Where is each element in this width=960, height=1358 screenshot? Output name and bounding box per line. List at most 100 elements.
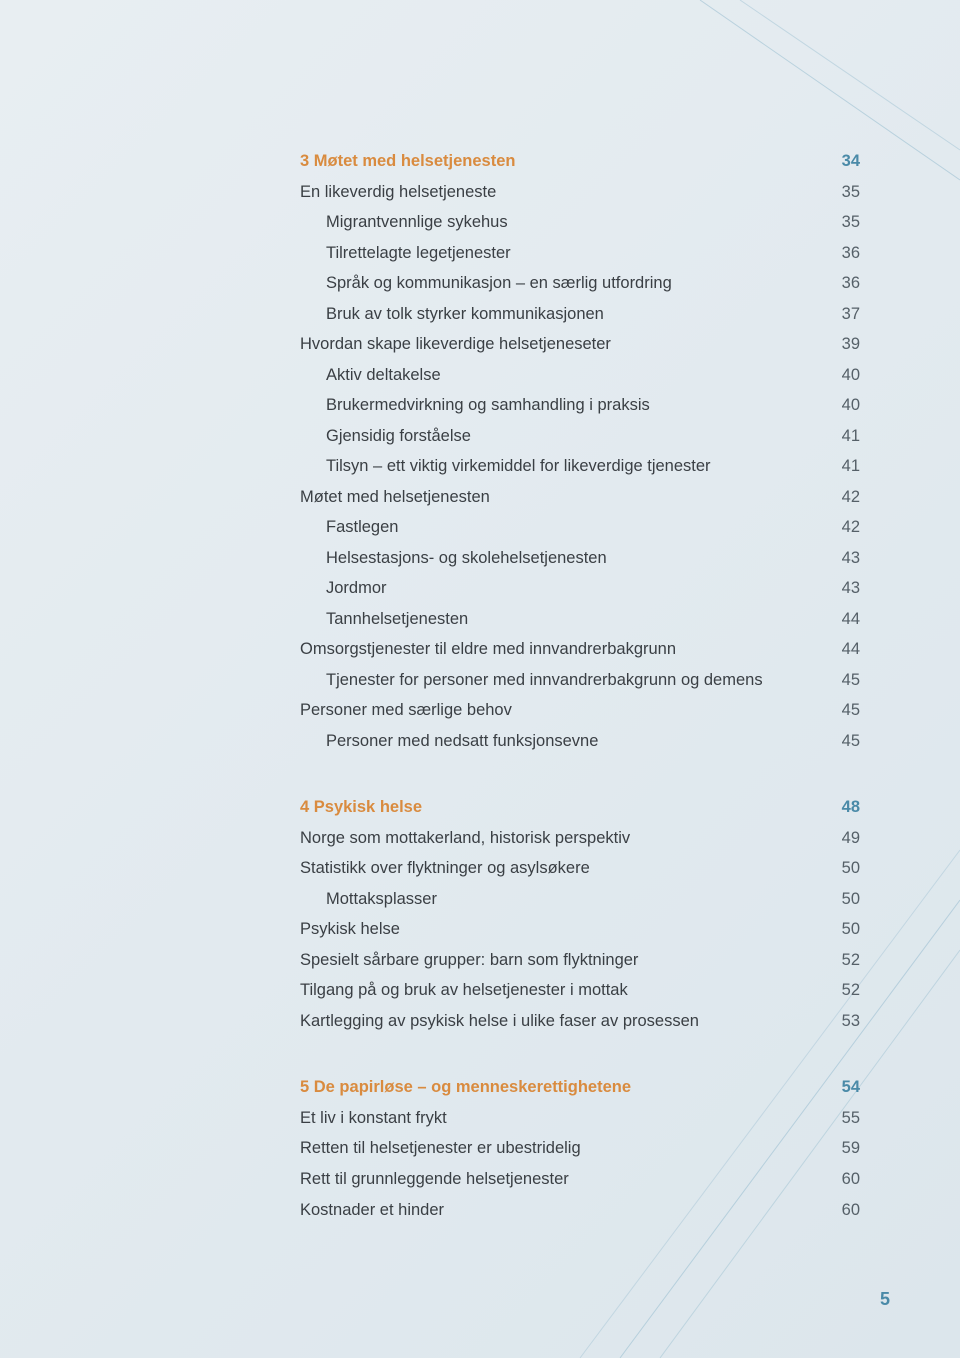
toc-entry-title: Spesielt sårbare grupper: barn som flykt…: [300, 945, 638, 976]
toc-entry[interactable]: Jordmor 43: [300, 573, 860, 604]
toc-entry[interactable]: Spesielt sårbare grupper: barn som flykt…: [300, 945, 860, 976]
toc-entry[interactable]: Hvordan skape likeverdige helsetjenesete…: [300, 329, 860, 360]
toc-entry[interactable]: Rett til grunnleggende helsetjenester 60: [300, 1164, 860, 1195]
toc-entry-title: Tilgang på og bruk av helsetjenester i m…: [300, 975, 628, 1006]
toc-entry-title: Norge som mottakerland, historisk perspe…: [300, 823, 630, 854]
toc-entry[interactable]: En likeverdig helsetjeneste 35: [300, 177, 860, 208]
toc-section: 3 Møtet med helsetjenesten34En likeverdi…: [300, 146, 860, 756]
toc-entry[interactable]: Kostnader et hinder 60: [300, 1195, 860, 1226]
toc-entry[interactable]: Fastlegen 42: [300, 512, 860, 543]
toc-section: 5 De papirløse – og menneskerettighetene…: [300, 1072, 860, 1225]
toc-section-heading[interactable]: 3 Møtet med helsetjenesten 34: [300, 146, 860, 177]
toc-entry-page: 42: [820, 482, 860, 513]
toc-entry-title: Kartlegging av psykisk helse i ulike fas…: [300, 1006, 699, 1037]
toc-entry-title: Tilsyn – ett viktig virkemiddel for like…: [300, 451, 711, 482]
toc-entry[interactable]: Tjenester for personer med innvandrerbak…: [300, 665, 860, 696]
toc-entry[interactable]: Kartlegging av psykisk helse i ulike fas…: [300, 1006, 860, 1037]
toc-entry-title: Mottaksplasser: [300, 884, 437, 915]
toc-entry-page: 44: [820, 634, 860, 665]
toc-entry-page: 50: [820, 884, 860, 915]
toc-entry-title: Personer med nedsatt funksjonsevne: [300, 726, 598, 757]
toc-entry[interactable]: Et liv i konstant frykt55: [300, 1103, 860, 1134]
toc-entry-page: 40: [820, 360, 860, 391]
toc-heading-page: 48: [820, 792, 860, 823]
toc-entry-title: Statistikk over flyktninger og asylsøker…: [300, 853, 590, 884]
toc-entry-title: Psykisk helse: [300, 914, 400, 945]
toc-entry-page: 37: [820, 299, 860, 330]
toc-section-heading[interactable]: 4 Psykisk helse 48: [300, 792, 860, 823]
toc-entry-page: 43: [820, 573, 860, 604]
toc-entry[interactable]: Helsestasjons- og skolehelsetjenesten 43: [300, 543, 860, 574]
toc-entry[interactable]: Språk og kommunikasjon – en særlig utfor…: [300, 268, 860, 299]
toc-entry-page: 45: [820, 695, 860, 726]
toc-entry-title: Tannhelsetjenesten: [300, 604, 468, 635]
toc-entry[interactable]: Tilgang på og bruk av helsetjenester i m…: [300, 975, 860, 1006]
toc-entry[interactable]: Tannhelsetjenesten 44: [300, 604, 860, 635]
toc-heading-title: 4 Psykisk helse: [300, 792, 422, 823]
toc-entry-title: Aktiv deltakelse: [300, 360, 441, 391]
toc-entry-title: Et liv i konstant frykt: [300, 1103, 447, 1134]
toc-entry-page: 60: [820, 1195, 860, 1226]
toc-entry-title: Retten til helsetjenester er ubestrideli…: [300, 1133, 581, 1164]
toc-entry-page: 49: [820, 823, 860, 854]
toc-entry[interactable]: Bruk av tolk styrker kommunikasjonen 37: [300, 299, 860, 330]
toc-entry[interactable]: Tilrettelagte legetjenester36: [300, 238, 860, 269]
table-of-contents: 3 Møtet med helsetjenesten34En likeverdi…: [300, 146, 860, 1261]
toc-entry-page: 41: [820, 451, 860, 482]
toc-entry-title: Møtet med helsetjenesten: [300, 482, 490, 513]
toc-entry-title: Gjensidig forståelse: [300, 421, 471, 452]
toc-entry-page: 41: [820, 421, 860, 452]
toc-entry-page: 45: [820, 665, 860, 696]
toc-entry-title: Brukermedvirkning og samhandling i praks…: [300, 390, 650, 421]
toc-entry-page: 50: [820, 853, 860, 884]
toc-heading-page: 54: [820, 1072, 860, 1103]
toc-entry-title: Kostnader et hinder: [300, 1195, 444, 1226]
toc-section-heading[interactable]: 5 De papirløse – og menneskerettighetene…: [300, 1072, 860, 1103]
toc-entry-page: 59: [820, 1133, 860, 1164]
toc-entry[interactable]: Statistikk over flyktninger og asylsøker…: [300, 853, 860, 884]
toc-entry-page: 40: [820, 390, 860, 421]
toc-entry[interactable]: Gjensidig forståelse 41: [300, 421, 860, 452]
toc-entry-page: 43: [820, 543, 860, 574]
toc-entry-title: Rett til grunnleggende helsetjenester: [300, 1164, 569, 1195]
toc-entry-page: 50: [820, 914, 860, 945]
toc-entry-title: Fastlegen: [300, 512, 398, 543]
toc-entry-page: 52: [820, 945, 860, 976]
toc-heading-title: 5 De papirløse – og menneskerettighetene: [300, 1072, 631, 1103]
toc-entry-page: 36: [820, 238, 860, 269]
page-number: 5: [880, 1289, 890, 1310]
toc-entry[interactable]: Personer med nedsatt funksjonsevne 45: [300, 726, 860, 757]
toc-entry-page: 53: [820, 1006, 860, 1037]
toc-entry-title: Helsestasjons- og skolehelsetjenesten: [300, 543, 607, 574]
toc-entry-title: Språk og kommunikasjon – en særlig utfor…: [300, 268, 672, 299]
toc-entry[interactable]: Omsorgstjenester til eldre med innvandre…: [300, 634, 860, 665]
toc-entry-title: Personer med særlige behov: [300, 695, 512, 726]
toc-heading-title: 3 Møtet med helsetjenesten: [300, 146, 515, 177]
toc-entry-title: Tjenester for personer med innvandrerbak…: [300, 665, 763, 696]
toc-entry-page: 60: [820, 1164, 860, 1195]
toc-entry[interactable]: Retten til helsetjenester er ubestrideli…: [300, 1133, 860, 1164]
toc-entry-page: 44: [820, 604, 860, 635]
toc-entry-page: 39: [820, 329, 860, 360]
toc-entry-title: Omsorgstjenester til eldre med innvandre…: [300, 634, 676, 665]
toc-entry-page: 35: [820, 207, 860, 238]
toc-entry-page: 35: [820, 177, 860, 208]
toc-entry[interactable]: Norge som mottakerland, historisk perspe…: [300, 823, 860, 854]
toc-section: 4 Psykisk helse 48 Norge som mottakerland,…: [300, 792, 860, 1036]
toc-entry[interactable]: Tilsyn – ett viktig virkemiddel for like…: [300, 451, 860, 482]
toc-entry-title: Jordmor: [300, 573, 387, 604]
toc-entry-title: Bruk av tolk styrker kommunikasjonen: [300, 299, 604, 330]
toc-entry[interactable]: Brukermedvirkning og samhandling i praks…: [300, 390, 860, 421]
toc-entry[interactable]: Møtet med helsetjenesten 42: [300, 482, 860, 513]
toc-entry-title: Hvordan skape likeverdige helsetjenesete…: [300, 329, 611, 360]
toc-entry-page: 45: [820, 726, 860, 757]
toc-entry-title: En likeverdig helsetjeneste: [300, 177, 496, 208]
toc-entry-title: Migrantvennlige sykehus: [300, 207, 508, 238]
toc-entry[interactable]: Migrantvennlige sykehus 35: [300, 207, 860, 238]
toc-entry-page: 42: [820, 512, 860, 543]
toc-heading-page: 34: [820, 146, 860, 177]
toc-entry[interactable]: Psykisk helse 50: [300, 914, 860, 945]
toc-entry[interactable]: Aktiv deltakelse 40: [300, 360, 860, 391]
toc-entry[interactable]: Mottaksplasser 50: [300, 884, 860, 915]
toc-entry[interactable]: Personer med særlige behov 45: [300, 695, 860, 726]
